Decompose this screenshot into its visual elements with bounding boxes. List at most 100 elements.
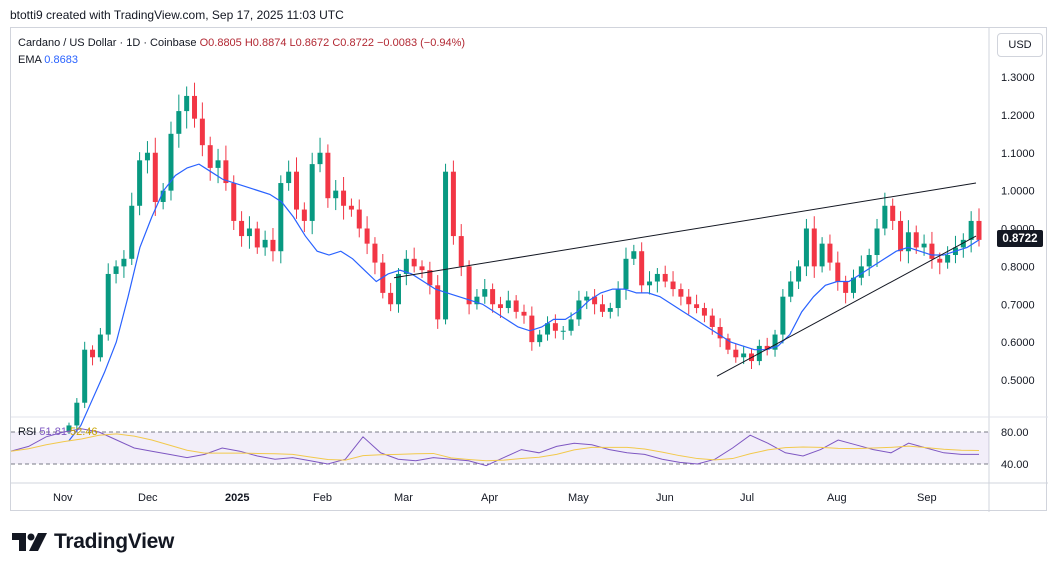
candle-body bbox=[270, 239, 276, 252]
trendline-upper bbox=[393, 182, 977, 279]
price-axis-label: 0.8000 bbox=[1001, 261, 1035, 273]
time-axis-label: Mar bbox=[394, 492, 413, 504]
symbol-legend[interactable]: Cardano / US Dollar · 1D · Coinbase O0.8… bbox=[18, 37, 465, 49]
candle-body bbox=[835, 262, 841, 282]
time-axis-label: Jun bbox=[656, 492, 674, 504]
time-axis-label: May bbox=[568, 492, 589, 504]
last-price-tag: 0.8722 bbox=[997, 230, 1043, 247]
candle-body bbox=[286, 171, 292, 184]
candle-body bbox=[921, 243, 927, 248]
ohlc-low: L0.8672 bbox=[289, 37, 330, 49]
time-axis-label: Aug bbox=[827, 492, 847, 504]
time-axis-label: Nov bbox=[53, 492, 73, 504]
candle-body bbox=[278, 183, 284, 252]
candle-body bbox=[701, 308, 707, 316]
candle-body bbox=[521, 311, 527, 316]
candle-body bbox=[317, 152, 323, 165]
time-axis-label: Jul bbox=[740, 492, 754, 504]
candle-body bbox=[741, 353, 747, 358]
time-axis-label: Sep bbox=[917, 492, 937, 504]
candle-body bbox=[168, 133, 174, 191]
candle-body bbox=[584, 296, 590, 301]
tradingview-logo[interactable]: TradingView bbox=[12, 530, 174, 554]
rsi-axis-label: 40.00 bbox=[1001, 459, 1029, 471]
candle-body bbox=[184, 95, 190, 112]
candle-body bbox=[866, 255, 872, 267]
ema-legend[interactable]: EMA 0.8683 bbox=[18, 54, 78, 66]
chart-credit: btotti9 created with TradingView.com, Se… bbox=[10, 8, 344, 22]
ema-line bbox=[68, 163, 980, 441]
rsi-legend[interactable]: RSI 51.81 52.46 bbox=[18, 426, 98, 438]
candle-body bbox=[152, 152, 158, 202]
candle-body bbox=[176, 111, 182, 134]
candle-body bbox=[325, 152, 331, 199]
candle-body bbox=[490, 289, 496, 305]
candle-body bbox=[129, 205, 135, 259]
candle-body bbox=[599, 304, 605, 312]
candle-body bbox=[678, 289, 684, 297]
symbol-name: Cardano / US Dollar · 1D · Coinbase bbox=[18, 37, 197, 49]
candle-body bbox=[788, 281, 794, 297]
candle-body bbox=[764, 345, 770, 350]
rsi-ma-line bbox=[11, 433, 980, 462]
ohlc-high: H0.8874 bbox=[244, 37, 287, 49]
rsi-label: RSI bbox=[18, 426, 37, 438]
price-axis-label: 1.3000 bbox=[1001, 72, 1035, 84]
candle-body bbox=[333, 190, 339, 199]
price-axis-label: 1.1000 bbox=[1001, 148, 1035, 160]
candle-body bbox=[592, 296, 598, 305]
ohlc-change: −0.0083 (−0.94%) bbox=[377, 37, 466, 49]
price-axis-label: 0.5000 bbox=[1001, 375, 1035, 387]
candle-body bbox=[427, 270, 433, 286]
time-axis-label: 2025 bbox=[225, 492, 249, 504]
candle-body bbox=[74, 402, 80, 426]
candle-body bbox=[215, 160, 221, 168]
candle-body bbox=[356, 209, 362, 229]
rsi-ma-value: 52.46 bbox=[70, 426, 98, 438]
rsi-line bbox=[11, 428, 979, 467]
rsi-axis-label: 80.00 bbox=[1001, 427, 1029, 439]
candle-body bbox=[607, 308, 613, 312]
candle-body bbox=[929, 243, 935, 259]
candle-body bbox=[309, 164, 315, 221]
chart-canvas[interactable]: 1.30001.20001.10001.00000.90000.80000.70… bbox=[11, 28, 1048, 512]
candle-body bbox=[239, 220, 245, 237]
candle-body bbox=[686, 296, 692, 305]
candle-body bbox=[882, 205, 888, 229]
candle-body bbox=[192, 95, 198, 119]
candle-body bbox=[419, 266, 425, 271]
candle-body bbox=[560, 330, 566, 332]
tradingview-logo-icon bbox=[12, 533, 47, 551]
candle-body bbox=[545, 323, 551, 335]
candle-body bbox=[513, 300, 519, 312]
candle-body bbox=[82, 349, 88, 403]
price-axis-label: 0.6000 bbox=[1001, 337, 1035, 349]
candle-body bbox=[443, 171, 449, 320]
candle-body bbox=[450, 171, 456, 237]
candle-body bbox=[843, 281, 849, 293]
time-axis-label: Feb bbox=[313, 492, 332, 504]
candle-body bbox=[262, 239, 268, 248]
ema-value: 0.8683 bbox=[44, 54, 78, 66]
candle-body bbox=[694, 304, 700, 309]
candle-body bbox=[364, 228, 370, 244]
candle-body bbox=[639, 251, 645, 286]
candle-body bbox=[631, 251, 637, 259]
candle-body bbox=[968, 220, 974, 240]
time-axis-label: Dec bbox=[138, 492, 158, 504]
candle-body bbox=[615, 289, 621, 309]
currency-button[interactable]: USD bbox=[997, 33, 1043, 57]
candle-body bbox=[105, 273, 111, 335]
candle-body bbox=[670, 281, 676, 290]
candle-body bbox=[890, 205, 896, 221]
ema-label: EMA bbox=[18, 54, 42, 66]
candle-body bbox=[709, 315, 715, 327]
candle-body bbox=[623, 258, 629, 290]
time-axis-label: Apr bbox=[481, 492, 498, 504]
candle-body bbox=[411, 258, 417, 267]
ohlc-close: C0.8722 bbox=[332, 37, 374, 49]
trendline-lower bbox=[716, 235, 977, 377]
candle-body bbox=[388, 292, 394, 305]
candle-body bbox=[497, 304, 503, 309]
candle-body bbox=[945, 255, 951, 263]
